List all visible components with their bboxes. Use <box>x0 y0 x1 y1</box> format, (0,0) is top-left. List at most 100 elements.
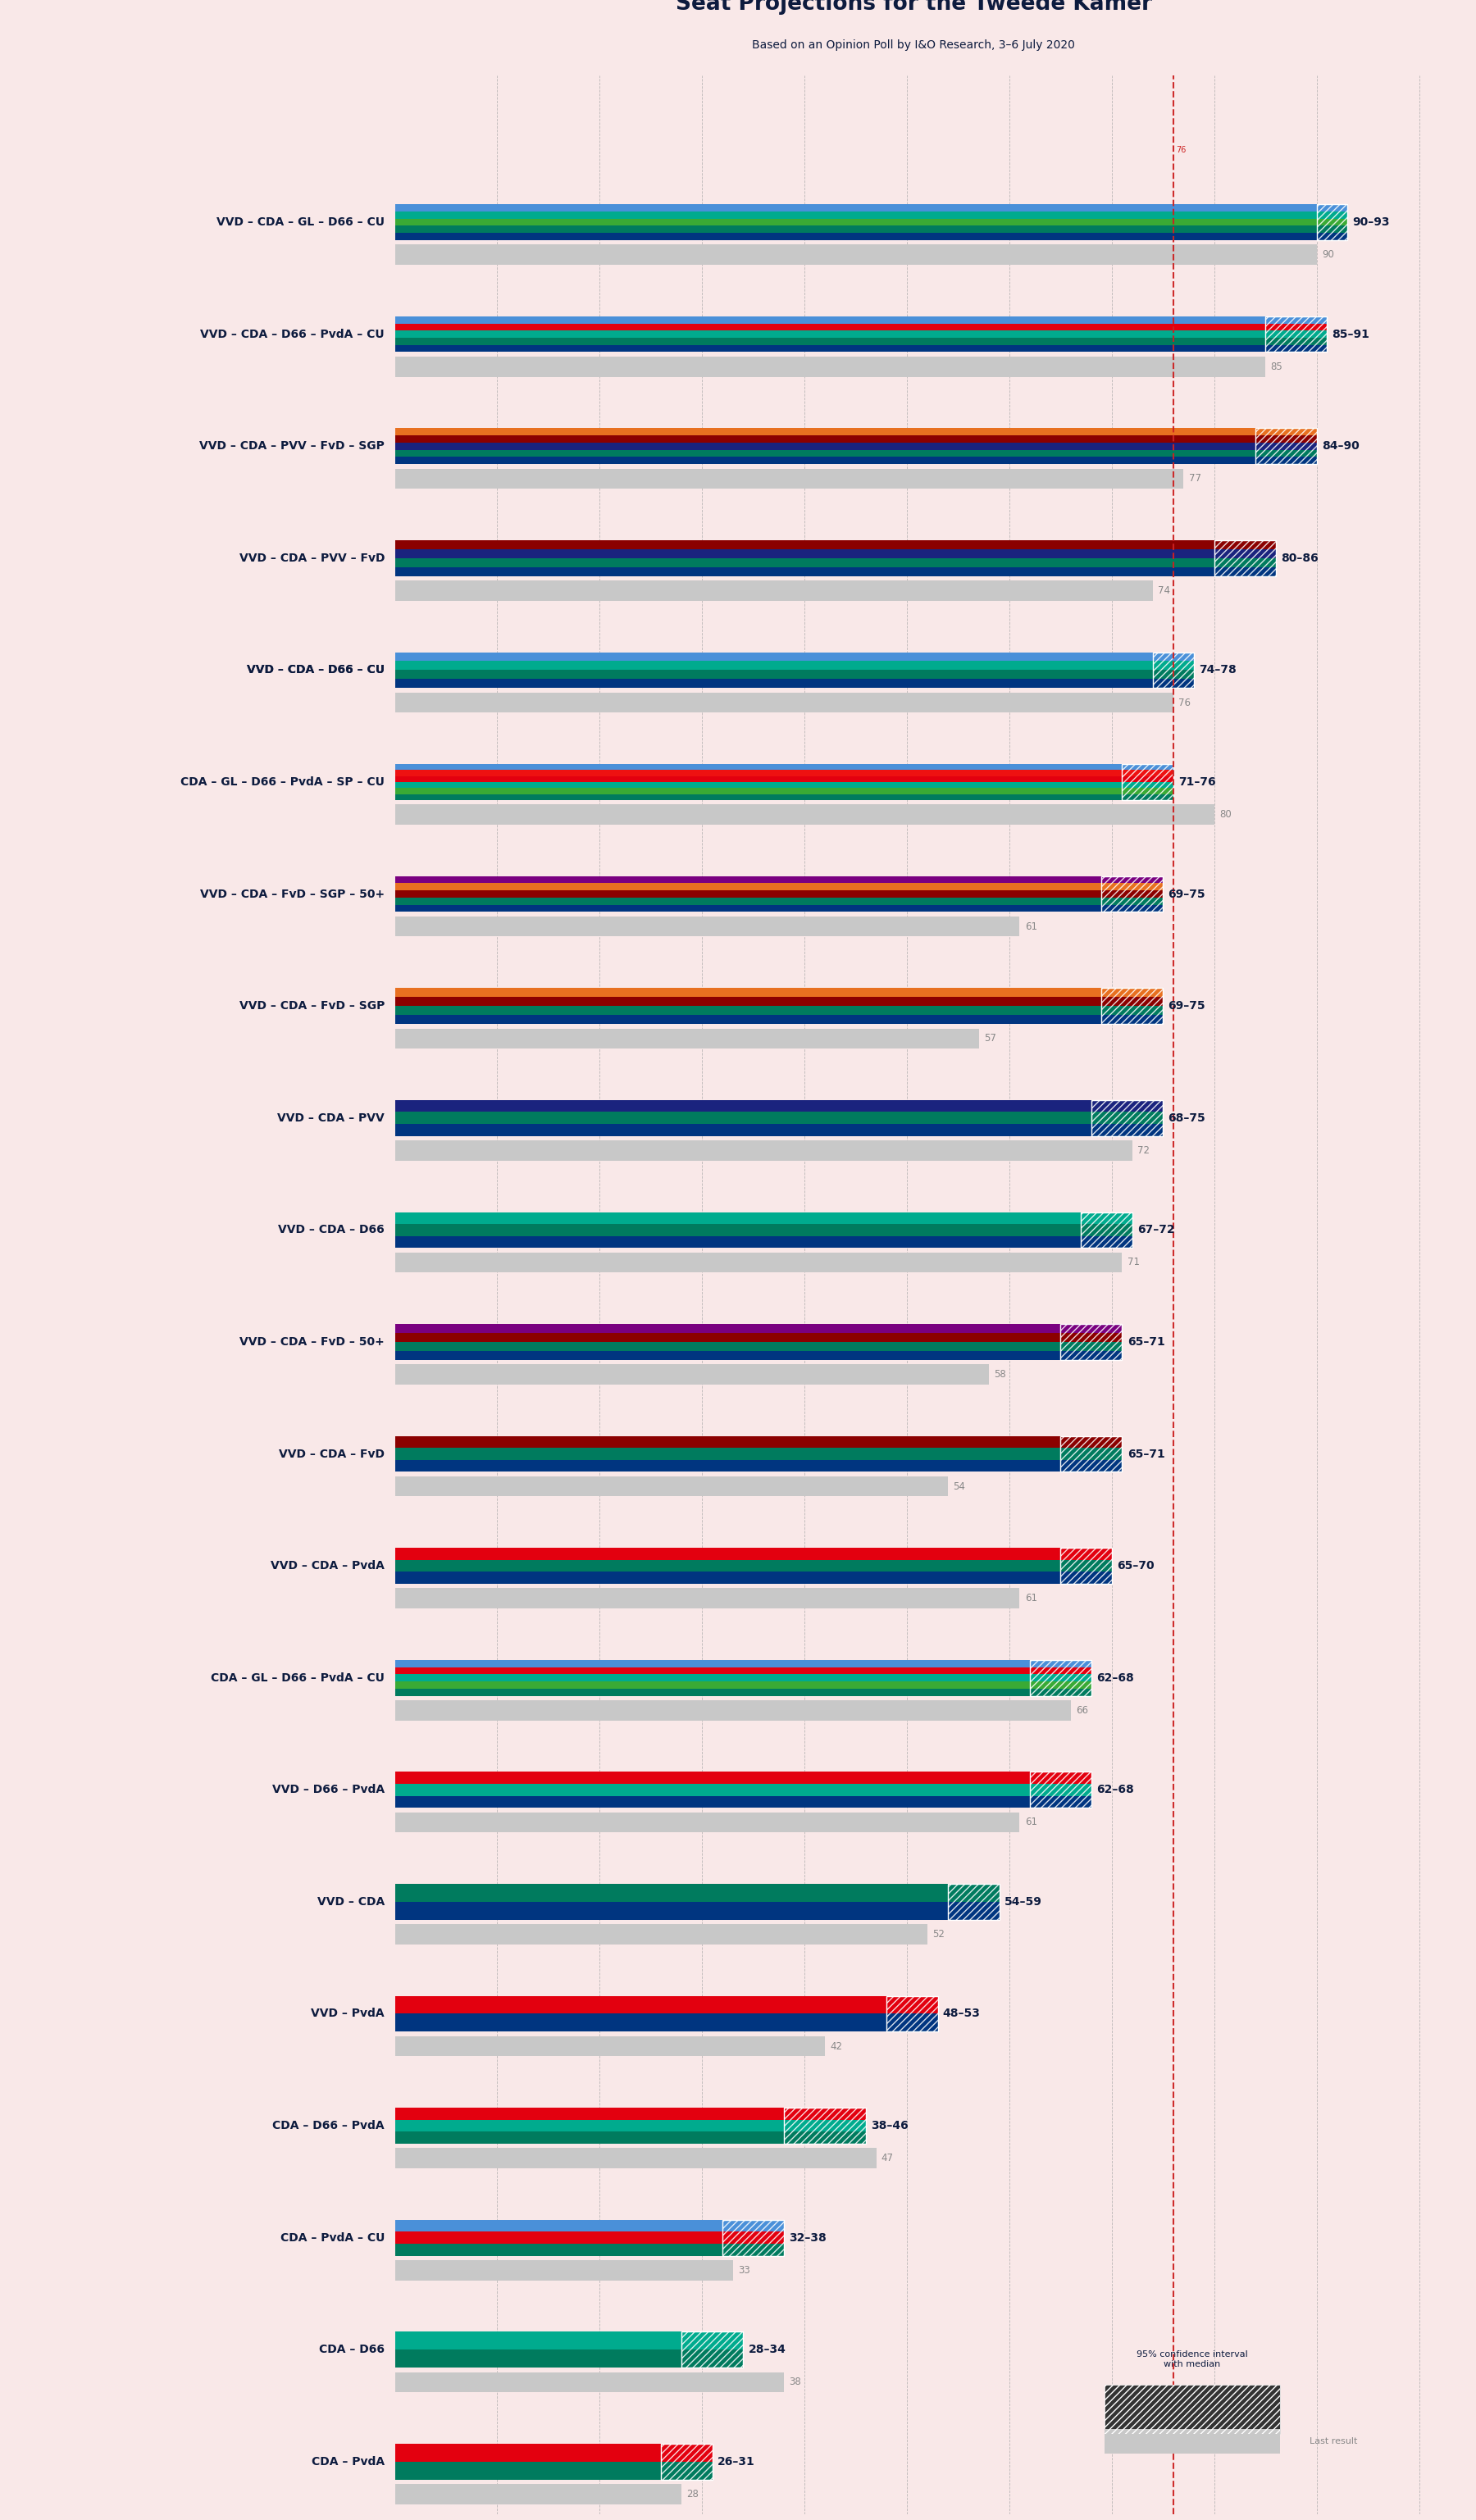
Text: 32–38: 32–38 <box>790 2233 827 2243</box>
Bar <box>396 1547 1111 1560</box>
Text: 69–75: 69–75 <box>1168 1000 1206 1011</box>
Text: VVD – D66 – PvdA: VVD – D66 – PvdA <box>272 1784 385 1797</box>
Text: VVD – CDA – FvD – SGP: VVD – CDA – FvD – SGP <box>239 1000 385 1011</box>
Text: 42: 42 <box>830 2041 843 2051</box>
Bar <box>661 2444 713 2480</box>
Bar <box>682 2331 742 2369</box>
Bar <box>396 988 1163 998</box>
Bar <box>1265 318 1327 353</box>
Text: 68–75: 68–75 <box>1168 1111 1206 1124</box>
Bar <box>396 1005 1163 1016</box>
Bar <box>396 2107 866 2119</box>
Bar <box>396 1996 937 2013</box>
Bar <box>396 905 1163 912</box>
Bar <box>396 212 1348 219</box>
Bar <box>396 2147 877 2167</box>
Text: 62–68: 62–68 <box>1097 1673 1134 1683</box>
Text: VVD – CDA – GL – D66 – CU: VVD – CDA – GL – D66 – CU <box>217 217 385 227</box>
Text: 71: 71 <box>1128 1257 1139 1268</box>
Text: VVD – CDA – D66 – PvdA – CU: VVD – CDA – D66 – PvdA – CU <box>201 328 385 340</box>
Text: 76: 76 <box>1178 698 1191 708</box>
Text: 28: 28 <box>686 2490 700 2500</box>
Text: VVD – PvdA: VVD – PvdA <box>311 2008 385 2019</box>
Bar <box>396 2119 866 2132</box>
Text: Last result: Last result <box>1309 2437 1356 2444</box>
Bar <box>396 1351 1122 1361</box>
Bar <box>396 1436 1122 1449</box>
Text: VVD – CDA – FvD – SGP – 50+: VVD – CDA – FvD – SGP – 50+ <box>201 890 385 900</box>
Bar <box>1030 1772 1091 1807</box>
Bar <box>396 449 1317 456</box>
Text: 77: 77 <box>1188 474 1201 484</box>
Bar <box>396 2233 784 2243</box>
Bar <box>396 318 1327 323</box>
Bar <box>396 890 1163 897</box>
Bar <box>1104 2384 1280 2434</box>
Bar <box>396 1449 1122 1459</box>
Text: 76: 76 <box>1176 146 1187 154</box>
Text: VVD – CDA – PVV – FvD: VVD – CDA – PVV – FvD <box>239 552 385 564</box>
Bar <box>396 1673 1091 1681</box>
Bar <box>396 567 1275 577</box>
Bar <box>396 2243 784 2255</box>
Bar <box>396 1142 1132 1162</box>
Bar <box>1030 1661 1091 1696</box>
Bar <box>396 1588 1020 1608</box>
Text: CDA – D66 – PvdA: CDA – D66 – PvdA <box>273 2119 385 2132</box>
Bar <box>396 1235 1132 1247</box>
Bar <box>396 1101 1163 1111</box>
Text: CDA – GL – D66 – PvdA – SP – CU: CDA – GL – D66 – PvdA – SP – CU <box>180 776 385 789</box>
Bar <box>1153 653 1194 688</box>
Text: 65–71: 65–71 <box>1128 1449 1165 1459</box>
Bar <box>396 2036 825 2056</box>
Bar <box>396 1124 1163 1137</box>
Text: 38–46: 38–46 <box>871 2119 909 2132</box>
Text: 61: 61 <box>1024 922 1038 932</box>
Text: 95% confidence interval
with median: 95% confidence interval with median <box>1137 2351 1247 2369</box>
Bar <box>396 1668 1091 1673</box>
Text: 80–86: 80–86 <box>1281 552 1318 564</box>
Bar <box>396 653 1194 660</box>
Bar <box>396 693 1173 713</box>
Bar <box>396 204 1348 212</box>
Text: 90–93: 90–93 <box>1352 217 1390 227</box>
Bar <box>396 1772 1091 1784</box>
Text: 65–71: 65–71 <box>1128 1336 1165 1348</box>
Bar <box>396 781 1173 789</box>
Bar <box>396 804 1215 824</box>
Text: 71–76: 71–76 <box>1178 776 1216 789</box>
Bar <box>396 2260 734 2281</box>
Bar <box>723 2220 784 2255</box>
Bar <box>396 2349 742 2369</box>
Text: 85–91: 85–91 <box>1331 328 1370 340</box>
Text: 65–70: 65–70 <box>1117 1560 1154 1572</box>
Bar <box>1215 539 1275 577</box>
Bar <box>1255 428 1317 464</box>
Text: Based on an Opinion Poll by I&O Research, 3–6 July 2020: Based on an Opinion Poll by I&O Research… <box>753 40 1075 50</box>
Bar <box>396 678 1194 688</box>
Bar <box>396 1784 1091 1797</box>
Bar <box>396 227 1348 232</box>
Text: CDA – GL – D66 – PvdA – CU: CDA – GL – D66 – PvdA – CU <box>211 1673 385 1683</box>
Bar <box>396 1225 1132 1235</box>
Bar <box>396 2013 937 2031</box>
Text: 61: 61 <box>1024 1817 1038 1827</box>
Bar <box>396 539 1275 549</box>
Bar <box>396 1323 1122 1333</box>
Text: VVD – CDA – D66 – CU: VVD – CDA – D66 – CU <box>246 665 385 675</box>
Bar <box>396 469 1184 489</box>
Bar <box>1091 1101 1163 1137</box>
Bar <box>1153 653 1194 688</box>
Bar <box>396 1252 1122 1273</box>
Text: VVD – CDA – D66: VVD – CDA – D66 <box>279 1225 385 1235</box>
Bar <box>396 1333 1122 1343</box>
Bar <box>396 917 1020 937</box>
Text: Seat Projections for the Tweede Kamer: Seat Projections for the Tweede Kamer <box>676 0 1151 15</box>
Bar <box>396 580 1153 600</box>
Bar <box>887 1996 937 2031</box>
Bar <box>396 355 1265 375</box>
Bar <box>948 1885 999 1920</box>
Bar <box>682 2331 742 2369</box>
Bar <box>1061 1323 1122 1361</box>
Bar <box>396 330 1327 338</box>
